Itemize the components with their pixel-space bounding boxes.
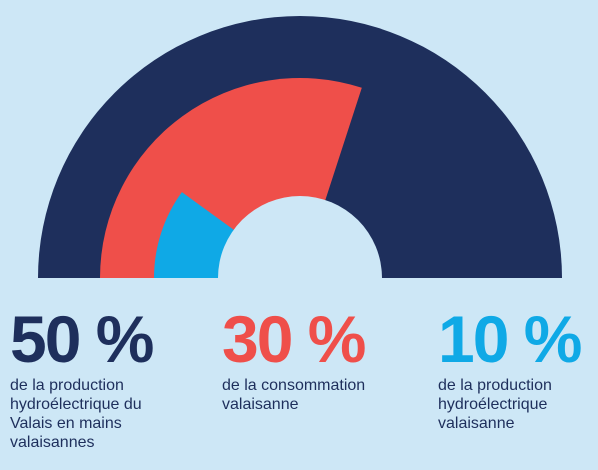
stat-description: de la production hydroélectrique valaisa… (438, 377, 552, 432)
stat: 50 % de la production hydroélectrique du … (10, 306, 185, 452)
stat-description: de la production hydroélectrique du Vala… (10, 377, 142, 451)
stat-description: de la consommation valaisanne (222, 377, 366, 413)
center-hole (218, 196, 382, 300)
stat-value: 50 % (10, 302, 154, 376)
stat: 30 % de la consommation valaisanne (222, 306, 397, 414)
stat-value: 30 % (222, 302, 366, 376)
stat-value: 10 % (438, 302, 582, 376)
stat: 10 % de la production hydroélectrique val… (438, 306, 598, 433)
chart (38, 16, 562, 300)
